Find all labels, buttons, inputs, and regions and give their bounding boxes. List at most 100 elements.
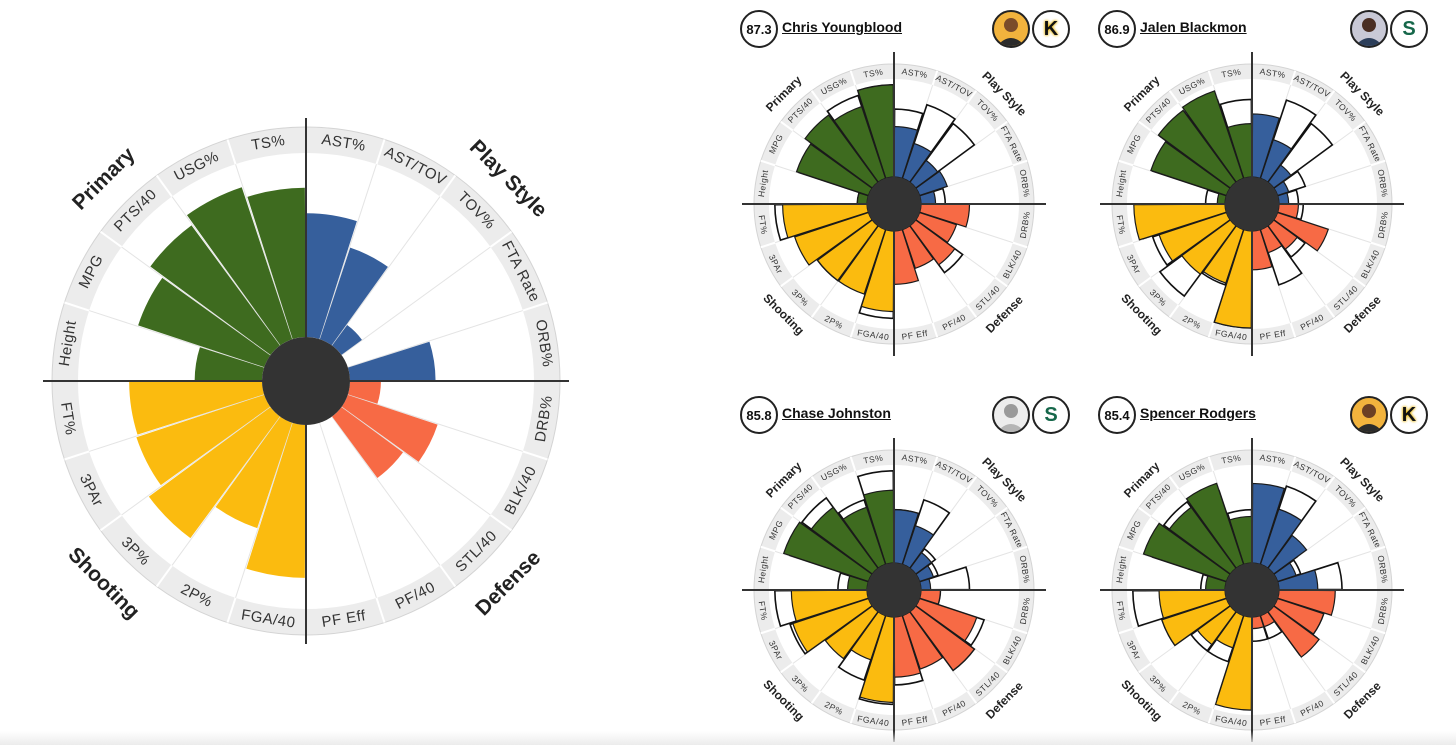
player-score-badge: 86.9 bbox=[1098, 10, 1136, 48]
ring-divider bbox=[849, 456, 857, 472]
ring-divider bbox=[1138, 506, 1152, 518]
gridline bbox=[171, 196, 281, 346]
category-label: ORB% bbox=[1376, 169, 1390, 198]
ring-divider bbox=[994, 662, 1008, 674]
player-score-badge: 85.8 bbox=[740, 396, 778, 434]
ring-divider bbox=[780, 662, 794, 674]
ring-divider bbox=[1168, 90, 1180, 104]
bar-pts-40 bbox=[150, 225, 280, 355]
category-label: DRB% bbox=[1376, 210, 1390, 239]
player-name-link[interactable]: Chris Youngblood bbox=[782, 19, 903, 35]
bar-height bbox=[194, 347, 265, 381]
ring-divider bbox=[1324, 690, 1336, 704]
player-name-link[interactable]: Chase Johnston bbox=[782, 405, 891, 421]
ring-divider bbox=[1138, 662, 1152, 674]
ring-divider bbox=[810, 690, 822, 704]
category-label: Height bbox=[756, 169, 770, 198]
ring-divider bbox=[1324, 476, 1336, 490]
player-score-badge: 87.3 bbox=[740, 10, 778, 48]
category-label: FT% bbox=[1115, 214, 1128, 235]
gridline bbox=[89, 394, 265, 452]
category-label: TS% bbox=[250, 132, 286, 154]
gridline bbox=[331, 196, 441, 346]
player-avatar bbox=[1350, 10, 1388, 48]
category-label: AST% bbox=[901, 452, 928, 466]
ring-divider bbox=[1352, 276, 1366, 288]
center-hub bbox=[867, 563, 921, 617]
ring-divider bbox=[780, 276, 794, 288]
ring-divider bbox=[1012, 241, 1028, 249]
player-name-link[interactable]: Spencer Rodgers bbox=[1140, 405, 1256, 421]
gridline bbox=[121, 406, 271, 516]
ring-divider bbox=[439, 564, 457, 588]
category-label: TS% bbox=[863, 453, 884, 466]
ring-divider bbox=[1352, 506, 1366, 518]
bar-ast-tov bbox=[319, 247, 388, 346]
bottom-fade bbox=[0, 731, 1456, 745]
bar-ft- bbox=[129, 381, 265, 435]
bar-3par bbox=[136, 394, 271, 486]
category-label: PF Eff bbox=[320, 607, 367, 631]
bar-drb- bbox=[347, 381, 381, 404]
category-label: FT% bbox=[57, 401, 79, 436]
ring-divider bbox=[1289, 70, 1297, 86]
gridline bbox=[319, 164, 377, 340]
ring-divider bbox=[1168, 304, 1180, 318]
gridline bbox=[89, 310, 265, 368]
center-hub bbox=[1225, 563, 1279, 617]
ring-divider bbox=[99, 230, 123, 248]
category-label: DRB% bbox=[1376, 596, 1390, 625]
bar-orb- bbox=[347, 341, 436, 381]
category-label: ORB% bbox=[1018, 169, 1032, 198]
ring-divider bbox=[1012, 159, 1028, 167]
ring-divider bbox=[1289, 322, 1297, 338]
player-avatar bbox=[1350, 396, 1388, 434]
category-label: AST% bbox=[1259, 66, 1286, 80]
ring-divider bbox=[1370, 627, 1386, 635]
ring-divider bbox=[931, 70, 939, 86]
gridline bbox=[331, 416, 441, 566]
main-polar-chart: TS%USG%PTS/40MPGHeightFT%3PAr3P%2P%FGA/4… bbox=[43, 118, 569, 644]
player-name-link[interactable]: Jalen Blackmon bbox=[1140, 19, 1247, 35]
ring-divider bbox=[1370, 159, 1386, 167]
ring-divider bbox=[375, 597, 386, 623]
stetson-logo-icon: S bbox=[1032, 396, 1070, 434]
category-label: TS% bbox=[863, 67, 884, 80]
player-card-header-3: 85.8 Chase Johnston S bbox=[740, 396, 1080, 436]
player-score-badge: 85.4 bbox=[1098, 396, 1136, 434]
bar-height bbox=[1216, 192, 1228, 205]
ring-divider bbox=[489, 230, 513, 248]
bar-blk-40 bbox=[341, 394, 438, 462]
ring-divider bbox=[760, 241, 776, 249]
ring-divider bbox=[99, 514, 123, 532]
ring-divider bbox=[155, 564, 173, 588]
ring-divider bbox=[760, 159, 776, 167]
ring-divider bbox=[810, 90, 822, 104]
category-label: TS% bbox=[1221, 67, 1242, 80]
bar-3p- bbox=[148, 407, 280, 539]
ring-divider bbox=[760, 627, 776, 635]
ring-divider bbox=[849, 322, 857, 338]
category-label: Height bbox=[756, 555, 770, 584]
bar-tov- bbox=[332, 325, 362, 355]
ring-divider bbox=[1324, 304, 1336, 318]
category-label: FGA/40 bbox=[857, 327, 890, 342]
ring-divider bbox=[780, 120, 794, 132]
gridline bbox=[319, 422, 377, 598]
ring-divider bbox=[760, 545, 776, 553]
ring-divider bbox=[1118, 627, 1134, 635]
gridline bbox=[341, 246, 491, 356]
category-label: ORB% bbox=[1376, 555, 1390, 584]
ring-divider bbox=[931, 322, 939, 338]
center-hub bbox=[867, 177, 921, 231]
ring-divider bbox=[1289, 456, 1297, 472]
ring-divider bbox=[1138, 120, 1152, 132]
gridline bbox=[347, 310, 523, 368]
ring-divider bbox=[64, 301, 90, 312]
ring-divider bbox=[1118, 241, 1134, 249]
bar-2p- bbox=[215, 416, 293, 529]
category-label: FT% bbox=[757, 214, 770, 235]
player-card-header-4: 85.4 Spencer Rodgers K bbox=[1098, 396, 1438, 436]
ring-divider bbox=[849, 70, 857, 86]
ring-divider bbox=[1324, 90, 1336, 104]
